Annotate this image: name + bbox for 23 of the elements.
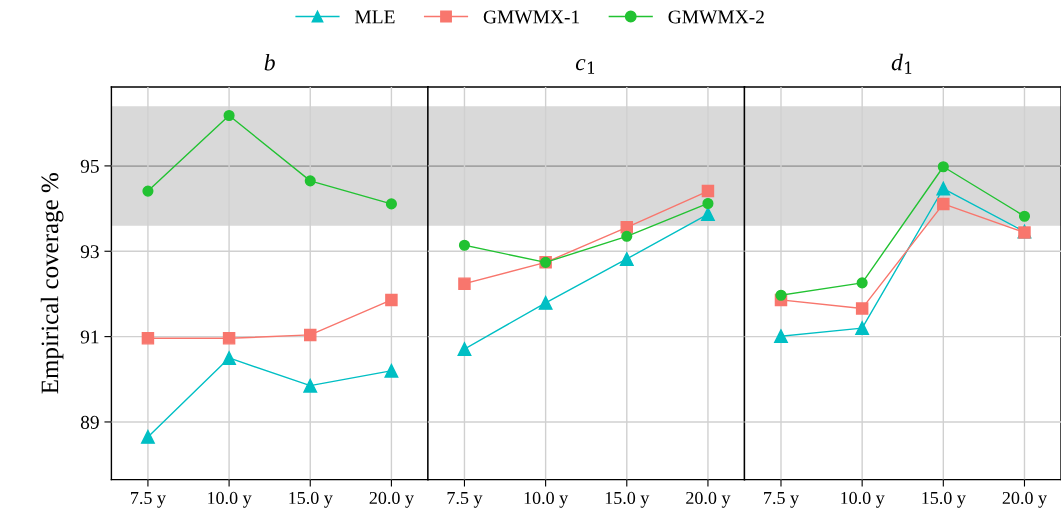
x-tick-label: 15.0 y <box>289 491 333 508</box>
chart-title: c$_{1}$ <box>575 58 595 74</box>
legend-label: GMWMX-1 <box>483 10 580 24</box>
x-tick-label: 7.5 y <box>447 492 483 508</box>
x-tick-label: 15.0 y <box>605 491 650 508</box>
y-axis-title: Empirical coverage % <box>40 173 64 394</box>
x-tick-label: 15.0 y <box>922 491 966 508</box>
y-tick-label: 95 <box>80 159 99 173</box>
chart-title: d$_{1}$ <box>891 53 912 74</box>
x-tick-label: 20.0 y <box>369 491 414 508</box>
x-tick-label: 20.0 y <box>1002 491 1047 508</box>
legend-label: GMWMX-2 <box>668 10 764 24</box>
y-tick-label: 89 <box>80 415 99 429</box>
legend-label: MLE <box>354 10 395 24</box>
x-tick-label: 10.0 y <box>524 491 569 508</box>
x-tick-label: 7.5 y <box>764 492 799 508</box>
chart-title: b <box>264 53 275 71</box>
y-tick-label: 93 <box>80 245 99 259</box>
y-tick-label: 91 <box>80 330 99 344</box>
x-tick-label: 10.0 y <box>208 491 252 508</box>
x-tick-label: 20.0 y <box>686 491 731 508</box>
x-tick-label: 7.5 y <box>131 492 166 508</box>
x-tick-label: 10.0 y <box>841 491 885 508</box>
